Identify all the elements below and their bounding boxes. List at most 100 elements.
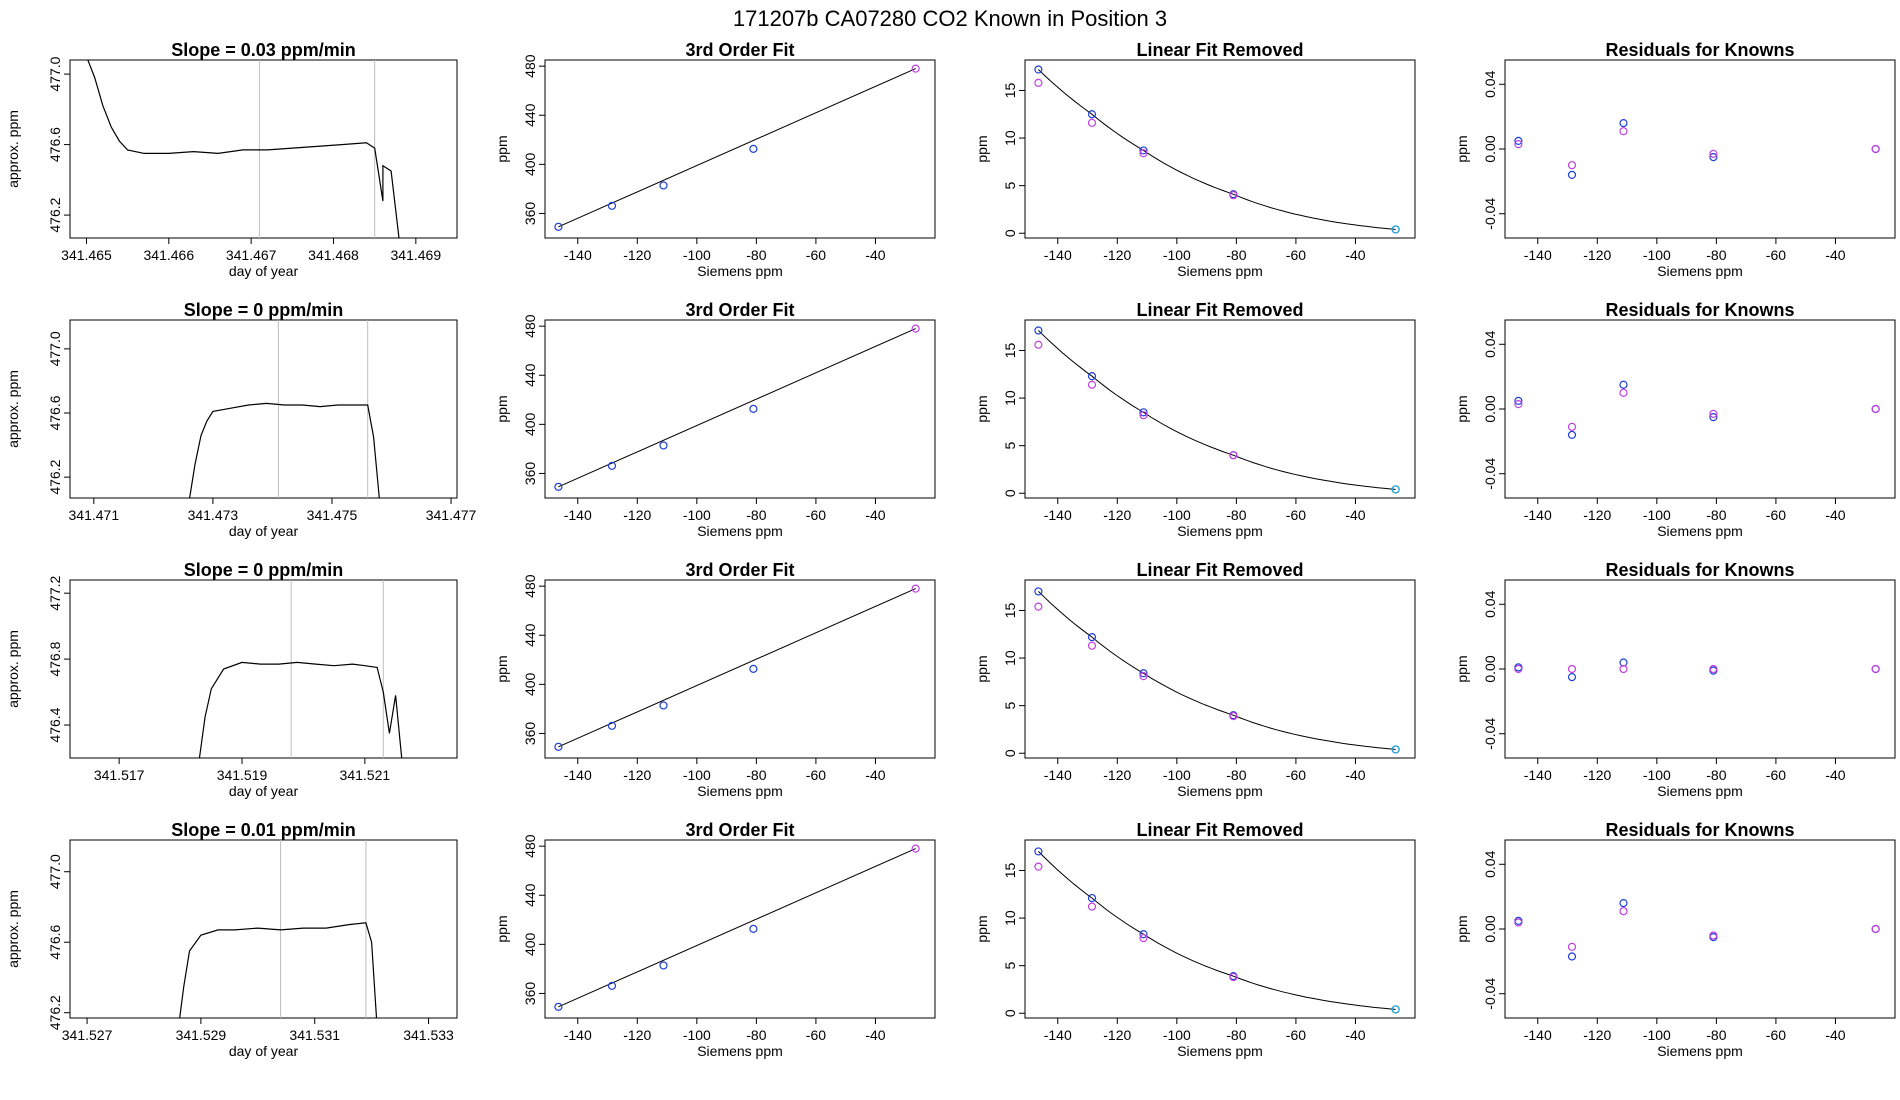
fit-3-panel: 3rd Order Fit -140 -120 -100 -80 -60 -40 360 400… [494, 560, 936, 799]
residuals-2-title: Residuals for Knowns [1605, 300, 1794, 320]
residuals-1-ylabel: ppm [1454, 135, 1470, 162]
linear-removed-1-xtick-label: -100 [1163, 247, 1191, 263]
fit-3-xtick-label: -120 [623, 767, 651, 783]
linear-removed-3-xtick-label: -120 [1103, 767, 1131, 783]
linear-removed-2-ylabel: ppm [974, 395, 990, 422]
timeseries-1-ytick-label: 476.6 [47, 127, 63, 162]
timeseries-1-frame [69, 59, 458, 239]
residuals-4-point [1567, 952, 1577, 961]
linear-removed-1-point [1034, 78, 1043, 87]
fit-4-point [607, 981, 617, 990]
residuals-2-xtick-label: -120 [1583, 507, 1611, 523]
residuals-4-xtick-label: -40 [1825, 1027, 1845, 1043]
timeseries-4-xtick-label: 341.531 [289, 1027, 340, 1043]
timeseries-2-title: Slope = 0 ppm/min [184, 300, 344, 320]
timeseries-3-ytick-label: 477.2 [47, 575, 63, 610]
residuals-3-point [1567, 664, 1577, 674]
linear-removed-3-point [1229, 712, 1238, 721]
fit-4-frame [544, 839, 936, 1019]
linear-removed-1-xtick-label: -140 [1044, 247, 1072, 263]
fit-4-ytick-label: 360 [522, 982, 538, 1006]
linear-removed-4-point [1139, 930, 1148, 939]
residuals-1-title: Residuals for Knowns [1605, 40, 1794, 60]
residuals-2-xlabel: Siemens ppm [1657, 523, 1743, 539]
residuals-4-xtick-label: -60 [1766, 1027, 1786, 1043]
residuals-1-point [1871, 144, 1880, 154]
linear-removed-4-xtick-label: -100 [1163, 1027, 1191, 1043]
linear-removed-2-xtick-label: -40 [1345, 507, 1365, 523]
fit-1-xtick-label: -60 [806, 247, 826, 263]
linear-removed-1-xtick-label: -120 [1103, 247, 1131, 263]
linear-removed-1-point [1391, 225, 1400, 234]
fit-4-xtick-label: -60 [806, 1027, 826, 1043]
timeseries-3-xtick-label: 341.517 [94, 767, 145, 783]
linear-removed-1-panel: Linear Fit Removed -140 -120 -100 -80 -60 -40 0… [974, 40, 1416, 279]
timeseries-2-ylabel: approx. ppm [5, 370, 21, 448]
linear-removed-2-panel: Linear Fit Removed -140 -120 -100 -80 -60 -40 0… [974, 300, 1416, 539]
fit-4-point [911, 844, 920, 853]
linear-removed-3-xtick-label: -60 [1286, 767, 1306, 783]
linear-removed-4-point [1034, 862, 1043, 871]
linear-removed-3-point [1391, 745, 1400, 754]
fit-4-point [554, 1002, 563, 1011]
fit-1-point [554, 222, 563, 231]
residuals-3-point [1567, 672, 1577, 682]
fit-3-point [911, 584, 920, 593]
residuals-4-title: Residuals for Knowns [1605, 820, 1794, 840]
linear-removed-4-point [1087, 893, 1097, 903]
residuals-3-xtick-label: -120 [1583, 767, 1611, 783]
timeseries-4-ylabel: approx. ppm [5, 890, 21, 968]
timeseries-1-panel: Slope = 0.03 ppm/min 341.465 341.466 341.46… [5, 40, 458, 279]
panels-grid: Slope = 0.03 ppm/min 341.465 341.466 341.46… [5, 40, 1896, 1059]
residuals-3-frame [1504, 579, 1896, 759]
linear-removed-4-xtick-label: -120 [1103, 1027, 1131, 1043]
fit-2-ytick-label: 440 [522, 363, 538, 387]
timeseries-4-ytick-label: 476.6 [47, 924, 63, 959]
timeseries-2-ytick-label: 476.6 [47, 395, 63, 430]
linear-removed-4-xtick-label: -60 [1286, 1027, 1306, 1043]
timeseries-2-frame [69, 319, 458, 499]
residuals-2-point [1567, 430, 1577, 439]
fit-3-point [554, 742, 563, 751]
timeseries-1-series-line [87, 60, 400, 238]
residuals-4-point [1567, 942, 1577, 951]
linear-removed-3-ylabel: ppm [974, 655, 990, 682]
fit-3-xtick-label: -140 [564, 767, 592, 783]
fit-4-title: 3rd Order Fit [685, 820, 794, 840]
fit-1-xtick-label: -100 [683, 247, 711, 263]
figure-suptitle: 171207b CA07280 CO2 Known in Position 3 [733, 6, 1167, 31]
fit-2-point [554, 482, 563, 491]
residuals-4-point [1871, 924, 1880, 934]
timeseries-1-xtick-label: 341.469 [391, 247, 442, 263]
residuals-3-ytick-label: 0.04 [1482, 590, 1498, 617]
residuals-1-xtick-label: -60 [1766, 247, 1786, 263]
fit-1-xtick-label: -40 [865, 247, 885, 263]
residuals-4-xlabel: Siemens ppm [1657, 1043, 1743, 1059]
linear-removed-2-xtick-label: -60 [1286, 507, 1306, 523]
fit-1-xtick-label: -80 [746, 247, 766, 263]
residuals-1-ytick-label: 0.04 [1482, 70, 1498, 97]
residuals-4-ylabel: ppm [1454, 915, 1470, 942]
residuals-2-point [1567, 422, 1577, 431]
residuals-2-ytick-label: 0.04 [1482, 330, 1498, 357]
residuals-4-xtick-label: -140 [1524, 1027, 1552, 1043]
fit-1-frame [544, 59, 936, 239]
linear-removed-2-point [1087, 372, 1097, 381]
linear-removed-4-ytick-label: 5 [1002, 962, 1018, 970]
linear-removed-2-point [1034, 326, 1043, 335]
fit-3-point [607, 721, 617, 730]
fit-2-point [749, 404, 758, 413]
linear-removed-1-xtick-label: -60 [1286, 247, 1306, 263]
timeseries-4-xtick-label: 341.527 [62, 1027, 113, 1043]
fit-2-xlabel: Siemens ppm [697, 523, 783, 539]
fit-2-ytick-label: 400 [522, 412, 538, 436]
linear-removed-3-point [1034, 602, 1043, 611]
linear-removed-3-ytick-label: 0 [1002, 749, 1018, 757]
linear-removed-1-point [1087, 110, 1097, 119]
residuals-3-panel: Residuals for Knowns -140 -120 -100 -80 -60 -4… [1454, 560, 1896, 799]
linear-removed-3-point [1087, 641, 1097, 650]
fit-3-ytick-label: 480 [522, 574, 538, 598]
timeseries-1-xtick-label: 341.466 [144, 247, 195, 263]
timeseries-3-panel: Slope = 0 ppm/min 341.517 341.519 341.521 47… [5, 560, 458, 799]
